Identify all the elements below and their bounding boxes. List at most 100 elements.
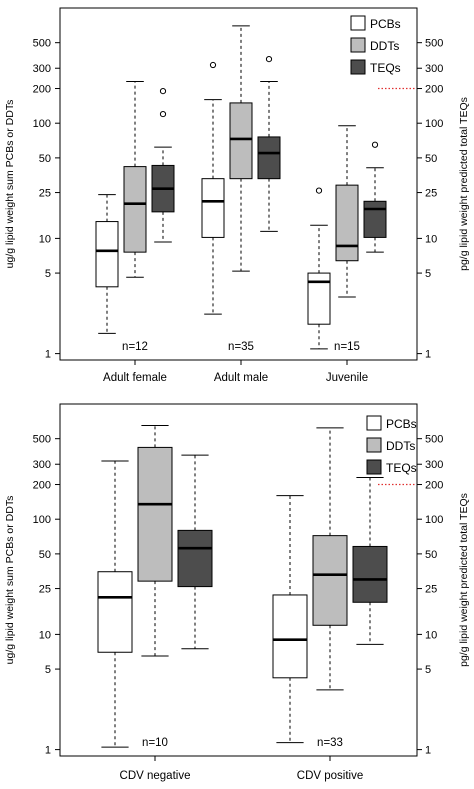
y-tick-label: 100 [33, 118, 51, 130]
y-tick-label: 300 [33, 63, 51, 75]
box-ddts [123, 81, 147, 278]
x-category-label: CDV negative [120, 770, 191, 782]
legend: PCBs DDTs TEQs [350, 15, 401, 75]
box-body [95, 221, 119, 288]
chart-panel-2: 1 5 10 25 50 100 200 300 500 1 5 10 25 50 100 200 300 500… [4, 403, 470, 782]
box-ddts [335, 125, 359, 298]
legend-label: PCBs [370, 17, 401, 31]
box-teqs [363, 141, 387, 253]
y-tick-label: 25 [39, 584, 51, 596]
y2-tick-label: 200 [425, 480, 443, 492]
y-tick-label: 300 [33, 459, 51, 471]
chart-panel-1: 1 5 10 25 50 100 200 300 500 1 5 10 25 50 100 200 300 500… [4, 7, 470, 384]
y2-tick-label: 1 [425, 349, 431, 361]
sample-size-label: n=35 [228, 341, 254, 353]
box-teqs [352, 477, 388, 645]
box-ddts [229, 25, 253, 272]
y2-tick-label: 100 [425, 118, 443, 130]
box-body [335, 184, 359, 262]
y-tick-label: 5 [45, 664, 51, 676]
box-teqs [151, 87, 175, 243]
outlier-point [265, 56, 273, 63]
y-tick-label: 200 [33, 84, 51, 96]
box-body [177, 529, 213, 588]
legend-label: DDTs [370, 39, 399, 53]
y-axis-title: ug/g lipid weight sum PCBs or DDTs [4, 496, 16, 665]
box-body [97, 571, 133, 653]
sample-size-label: n=12 [122, 341, 148, 353]
legend: PCBs DDTs TEQs [366, 415, 417, 475]
y2-tick-label: 5 [425, 664, 431, 676]
x-category-label: Adult female [103, 372, 167, 384]
box-body [352, 545, 388, 603]
legend-label: PCBs [386, 417, 417, 431]
legend-swatch [366, 415, 382, 431]
sample-size-label: n=10 [142, 737, 168, 749]
box-pcbs [97, 460, 133, 748]
legend-swatch [350, 15, 366, 31]
y2-tick-label: 300 [425, 63, 443, 75]
y2-tick-label: 50 [425, 153, 437, 165]
plot-frame [59, 7, 418, 361]
y2-axis-title: pg/g lipid weight predicted total TEQs [458, 97, 470, 271]
y2-tick-label: 300 [425, 459, 443, 471]
y2-tick-label: 500 [425, 38, 443, 50]
y2-tick-label: 100 [425, 514, 443, 526]
x-category-label: Juvenile [326, 372, 368, 384]
box-body [229, 102, 253, 180]
y-tick-label: 50 [39, 153, 51, 165]
y-tick-label: 500 [33, 434, 51, 446]
plot-frame [59, 403, 418, 757]
legend-label: DDTs [386, 439, 415, 453]
outlier-point [371, 141, 379, 148]
legend-swatch [350, 59, 366, 75]
box-body [137, 446, 173, 582]
x-category-label: Adult male [214, 372, 268, 384]
legend-swatch [350, 37, 366, 53]
outlier-point [159, 110, 167, 118]
y2-tick-label: 10 [425, 629, 437, 641]
box-body [307, 272, 331, 325]
x-category-label: CDV positive [297, 770, 363, 782]
outlier-point [159, 87, 167, 95]
box-body [272, 594, 308, 679]
box-teqs [177, 454, 213, 650]
y-tick-label: 10 [39, 233, 51, 245]
box-ddts [312, 427, 348, 691]
y2-tick-label: 500 [425, 434, 443, 446]
y2-axis-title: pg/g lipid weight predicted total TEQs [458, 493, 470, 667]
y2-tick-label: 5 [425, 268, 431, 280]
y2-tick-label: 10 [425, 233, 437, 245]
y2-tick-label: 1 [425, 745, 431, 757]
sample-size-label: n=15 [334, 341, 360, 353]
sample-size-label: n=33 [317, 737, 343, 749]
legend-swatch [366, 437, 382, 453]
box-ddts [137, 425, 173, 657]
y-tick-label: 5 [45, 268, 51, 280]
box-body [201, 178, 225, 238]
legend-swatch [366, 459, 382, 475]
y-tick-label: 1 [45, 349, 51, 361]
y-axis-title: ug/g lipid weight sum PCBs or DDTs [4, 100, 16, 269]
box-body [257, 136, 281, 180]
box-pcbs [272, 495, 308, 744]
box-teqs [257, 56, 281, 232]
y-tick-label: 25 [39, 188, 51, 200]
y-tick-label: 50 [39, 549, 51, 561]
box-body [312, 535, 348, 626]
y-tick-label: 500 [33, 38, 51, 50]
y-tick-label: 200 [33, 480, 51, 492]
box-pcbs [307, 187, 331, 350]
y2-tick-label: 25 [425, 584, 437, 596]
outlier-point [209, 61, 217, 69]
legend-label: TEQs [370, 61, 401, 75]
outlier-point [315, 187, 323, 194]
legend-label: TEQs [386, 461, 417, 475]
y-tick-label: 100 [33, 514, 51, 526]
y-tick-label: 10 [39, 629, 51, 641]
y2-tick-label: 25 [425, 188, 437, 200]
y-tick-label: 1 [45, 745, 51, 757]
y2-tick-label: 50 [425, 549, 437, 561]
box-pcbs [201, 61, 225, 315]
